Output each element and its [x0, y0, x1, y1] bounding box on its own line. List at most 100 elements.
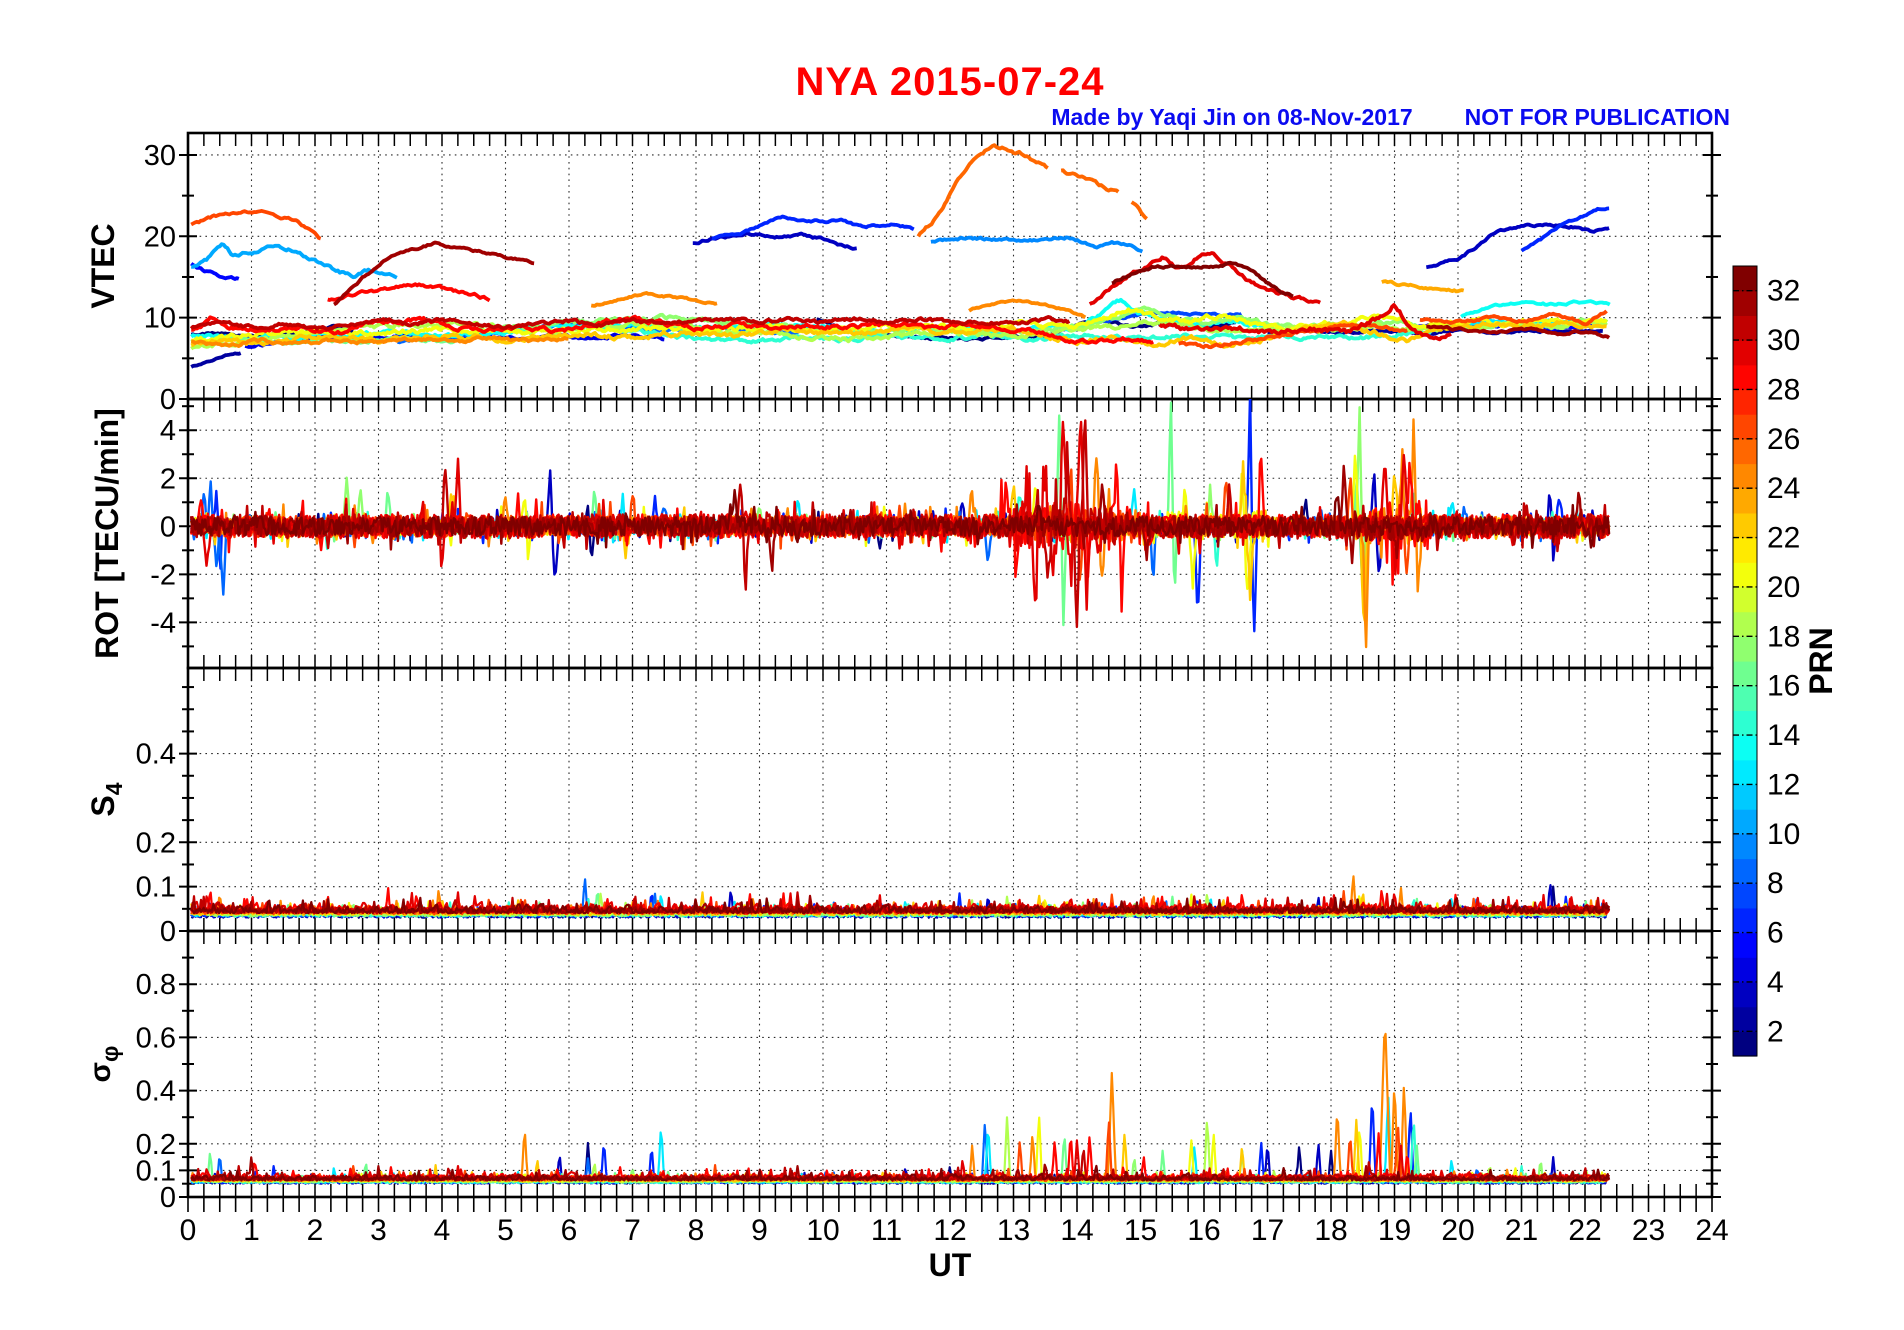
svg-text:22: 22	[1767, 522, 1800, 555]
svg-text:2: 2	[307, 1214, 324, 1247]
colorbar-band-prn9	[1733, 833, 1757, 860]
svg-text:1: 1	[243, 1214, 260, 1247]
svg-text:9: 9	[751, 1214, 768, 1247]
s4-frame	[186, 666, 1714, 933]
svg-text:0.6: 0.6	[136, 1022, 176, 1054]
colorbar-band-prn6	[1733, 907, 1757, 934]
svg-text:3: 3	[370, 1214, 387, 1247]
sig-frame	[186, 929, 1714, 1199]
colorbar-band-prn31	[1733, 290, 1757, 316]
vtec-series-prn30	[189, 315, 1071, 331]
svg-text:8: 8	[1767, 867, 1784, 900]
vtec-series-prn5	[190, 262, 240, 281]
vtec-series-prn2	[190, 351, 242, 369]
colorbar-band-prn29	[1733, 340, 1757, 366]
colorbar-band-prn27	[1733, 389, 1757, 415]
svg-text:5: 5	[497, 1214, 514, 1247]
svg-text:0.4: 0.4	[136, 1076, 176, 1108]
svg-text:26: 26	[1767, 423, 1800, 456]
s4-ytick-labels: 0 0.1 0.2 0.4	[136, 739, 176, 948]
colorbar-title: PRN	[1803, 627, 1839, 695]
x-axis-labels: 0 1 2 3 4 5 6 7 8 9 10 11 12 13 14 15 16 17 18 19 20 21 22 23 24	[180, 1214, 1729, 1247]
svg-text:20: 20	[144, 221, 176, 253]
colorbar-band-prn11	[1733, 784, 1757, 810]
svg-text:16: 16	[1767, 670, 1800, 703]
svg-text:0: 0	[160, 511, 176, 543]
svg-text:0.2: 0.2	[136, 827, 176, 859]
x-axis-outer-ticks	[187, 1197, 1713, 1212]
colorbar-band-prn26	[1733, 414, 1757, 440]
svg-text:6: 6	[561, 1214, 578, 1247]
panel-s4: 0 0.1 0.2 0.4 S4	[85, 666, 1721, 948]
vtec-series-prn31	[333, 240, 535, 307]
vtec-ytick-labels: 0 10 20 30	[144, 140, 176, 416]
svg-text:0.2: 0.2	[136, 1129, 176, 1161]
colorbar-band-prn20	[1733, 562, 1757, 588]
vtec-frame	[186, 131, 1714, 401]
svg-text:18: 18	[1314, 1214, 1347, 1247]
svg-text:21: 21	[1505, 1214, 1538, 1247]
vtec-series-prn9	[930, 235, 1144, 254]
s4-tick-comb	[203, 668, 1697, 931]
vtec-series-prn22	[190, 319, 1607, 349]
publication-notice: NOT FOR PUBLICATION	[1464, 104, 1730, 130]
s4-grid	[188, 668, 1712, 931]
panel-vtec: 0 10 20 30 VTEC	[85, 131, 1721, 416]
rot-tick-comb	[203, 399, 1697, 668]
colorbar-band-prn10	[1733, 809, 1757, 835]
svg-text:14: 14	[1060, 1214, 1093, 1247]
vtec-series-prn24	[191, 335, 569, 348]
svg-text:0.1: 0.1	[136, 1155, 176, 1187]
vtec-series-prn24	[968, 298, 1087, 320]
colorbar-band-prn28	[1733, 364, 1757, 391]
colorbar-band-prn7	[1733, 883, 1757, 909]
vtec-series-prn6	[711, 214, 915, 241]
svg-text:-4: -4	[150, 607, 176, 639]
svg-text:0: 0	[160, 916, 176, 948]
svg-text:23: 23	[1632, 1214, 1665, 1247]
svg-text:18: 18	[1767, 620, 1800, 653]
svg-text:0.8: 0.8	[136, 969, 176, 1001]
svg-text:20: 20	[1767, 571, 1800, 604]
svg-text:0.1: 0.1	[136, 872, 176, 904]
svg-text:20: 20	[1441, 1214, 1474, 1247]
colorbar-band-prn4	[1733, 957, 1757, 983]
sig-ylabel: σφ	[84, 1046, 123, 1083]
s4-series-group	[190, 875, 1611, 919]
svg-text:4: 4	[160, 415, 176, 447]
credit-line: Made by Yaqi Jin on 08-Nov-2017 NOT FOR …	[1051, 104, 1730, 131]
vtec-series-prn26	[190, 209, 322, 241]
vtec-series-prn32	[1111, 260, 1294, 299]
svg-text:11: 11	[871, 1214, 902, 1247]
vtec-series-group	[189, 143, 1611, 369]
svg-text:0: 0	[180, 1214, 197, 1247]
rot-series-prn32	[190, 488, 1611, 549]
svg-text:30: 30	[144, 140, 176, 172]
svg-text:0: 0	[160, 1182, 176, 1214]
colorbar-band-prn30	[1733, 315, 1757, 341]
colorbar-band-prn22	[1733, 512, 1757, 539]
vtec-series-prn29	[1158, 303, 1452, 342]
vtec-series-prn24	[590, 291, 718, 308]
vtec-grid	[188, 133, 1712, 399]
svg-text:0: 0	[160, 384, 176, 416]
colorbar-band-prn32	[1733, 266, 1757, 292]
vtec-series-prn3	[1426, 222, 1610, 270]
colorbar-band-prn23	[1733, 488, 1757, 514]
svg-text:30: 30	[1767, 324, 1800, 357]
sig-ytick-labels: 00.10.2 0.4 0.6 0.8	[136, 969, 176, 1214]
svg-text:10: 10	[1767, 818, 1800, 851]
colorbar-band-prn24	[1733, 463, 1757, 489]
colorbar-band-prn17	[1733, 636, 1757, 662]
colorbar-band-prn5	[1733, 932, 1757, 958]
sig-series-group	[190, 1032, 1611, 1185]
colorbar-band-prn13	[1733, 735, 1757, 761]
svg-text:12: 12	[933, 1214, 966, 1247]
svg-text:19: 19	[1378, 1214, 1411, 1247]
colorbar-tick-marks	[1733, 289, 1757, 1033]
svg-text:12: 12	[1767, 768, 1800, 801]
colorbar-band-prn1	[1733, 1031, 1757, 1057]
svg-text:6: 6	[1767, 917, 1784, 950]
sig-tick-comb	[203, 931, 1697, 1197]
